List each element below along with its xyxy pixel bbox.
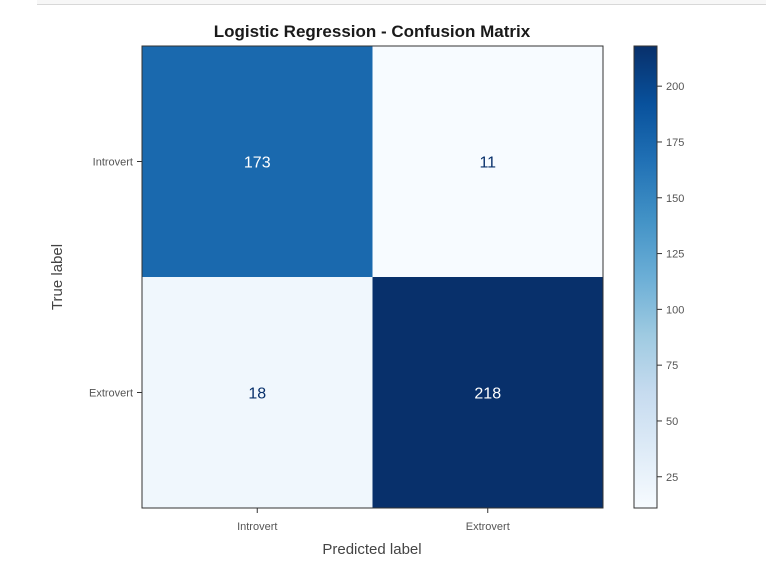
cell-value-label: 218 <box>474 386 501 403</box>
colorbar-tick-label: 150 <box>666 193 684 205</box>
matrix-cell <box>372 46 603 277</box>
colorbar-frame <box>633 45 658 509</box>
matrix-frame <box>141 45 604 509</box>
cell-value-label: 18 <box>248 386 266 403</box>
x-tick-label: Introvert <box>237 521 277 533</box>
cell-value-label: 11 <box>479 155 496 172</box>
chart-title: Logistic Regression - Confusion Matrix <box>214 22 531 41</box>
y-tick-label: Extrovert <box>89 388 133 400</box>
y-tick-label: Introvert <box>93 157 133 169</box>
x-axis: Introvert Extrovert <box>237 508 510 533</box>
matrix-cell <box>372 277 603 508</box>
x-tick-label: Extrovert <box>466 521 510 533</box>
colorbar-gradient <box>634 46 657 508</box>
y-axis: Introvert Extrovert <box>89 157 142 400</box>
matrix-cells: 173 11 18 218 <box>142 46 603 508</box>
output-cell-top-border <box>37 0 766 5</box>
y-axis-label: True label <box>49 244 66 310</box>
colorbar-tick-label: 200 <box>666 81 684 93</box>
colorbar-ticks: 25 50 75 100 125 150 175 200 <box>657 81 684 484</box>
colorbar-tick-label: 125 <box>666 249 684 261</box>
colorbar-tick-label: 25 <box>666 472 678 484</box>
colorbar-tick-label: 100 <box>666 304 684 316</box>
cell-value-label: 173 <box>244 155 271 172</box>
matrix-cell <box>142 277 373 508</box>
x-axis-label: Predicted label <box>322 541 421 558</box>
matrix-cell <box>142 46 373 277</box>
colorbar-tick-label: 75 <box>666 360 678 372</box>
colorbar-tick-label: 50 <box>666 416 678 428</box>
colorbar-tick-label: 175 <box>666 137 684 149</box>
